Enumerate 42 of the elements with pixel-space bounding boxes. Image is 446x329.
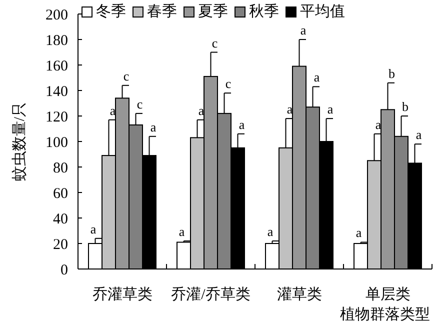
y-tick-label: 40 (53, 211, 68, 228)
x-tick-label: 灌草类 (276, 286, 322, 303)
data-label: a (198, 102, 204, 118)
data-label: c (212, 35, 218, 50)
x-axis-title: 植物群落类型 (340, 306, 430, 323)
data-label: a (267, 224, 274, 239)
legend-label: 平均值 (300, 3, 345, 20)
y-axis-title: 蚊虫数量/只 (11, 102, 28, 182)
y-tick-label: 0 (60, 262, 68, 278)
y-tick-label: 60 (53, 186, 68, 202)
data-label: a (178, 224, 185, 239)
data-label: a (375, 116, 382, 132)
y-tick-label: 100 (46, 134, 68, 151)
y-tick-label: 180 (46, 32, 68, 49)
x-tick-label: 乔灌/乔草类 (171, 286, 250, 303)
y-tick-label: 120 (46, 109, 68, 126)
y-tick-label: 140 (46, 84, 68, 100)
y-tick-label: 80 (53, 160, 68, 176)
data-label: a (327, 102, 334, 117)
data-label: a (416, 127, 422, 142)
y-tick-label: 20 (53, 236, 68, 253)
data-label: a (110, 102, 116, 118)
data-label: a (286, 102, 293, 117)
data-label: a (314, 70, 320, 85)
data-label: a (356, 225, 362, 240)
data-label: b (402, 99, 408, 114)
data-label: a (238, 116, 245, 132)
data-label: a (90, 221, 96, 236)
legend-label: 秋季 (249, 3, 279, 20)
data-label: b (388, 66, 395, 81)
y-tick-label: 160 (46, 58, 68, 74)
data-label: c (225, 76, 232, 92)
data-label: c (136, 96, 143, 112)
data-label: a (150, 119, 156, 134)
legend-label: 夏季 (198, 3, 228, 20)
data-label: a (300, 22, 306, 38)
x-tick-label: 乔灌草类 (92, 286, 152, 303)
legend-label: 冬季 (96, 3, 126, 20)
legend-label: 春季 (147, 3, 177, 20)
y-tick-label: 200 (46, 7, 68, 24)
data-label: c (123, 68, 130, 84)
x-tick-label: 单层类 (365, 286, 410, 303)
